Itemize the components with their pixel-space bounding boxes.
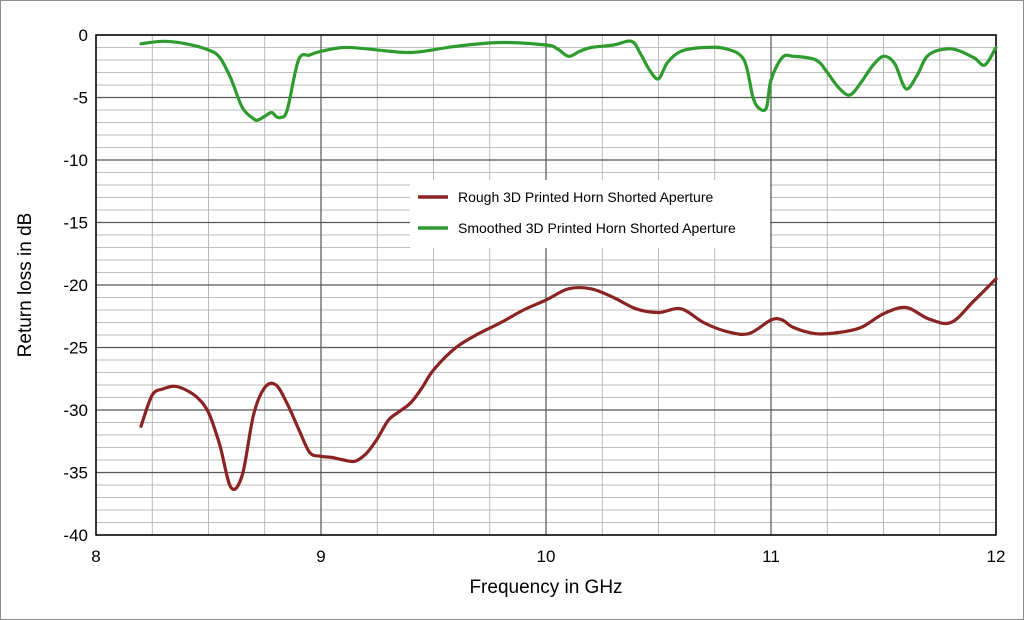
x-tick-label: 9 xyxy=(316,547,325,566)
plot-border xyxy=(95,34,997,536)
y-tick-label: -25 xyxy=(63,339,88,358)
legend: Rough 3D Printed Horn Shorted Aperture S… xyxy=(410,180,770,248)
y-axis-title: Return loss in dB xyxy=(15,213,36,358)
y-tick-label: -15 xyxy=(63,214,88,233)
legend-label-rough: Rough 3D Printed Horn Shorted Aperture xyxy=(458,189,713,205)
y-tick-label: -5 xyxy=(73,89,88,108)
y-tick-label: -20 xyxy=(63,276,88,295)
x-tick-label: 11 xyxy=(762,547,780,566)
legend-background xyxy=(410,180,770,248)
x-tick-label: 8 xyxy=(91,547,100,566)
y-tick-label: 0 xyxy=(79,26,88,45)
x-axis-title: Frequency in GHz xyxy=(469,577,622,598)
y-tick-label: -10 xyxy=(63,151,88,170)
x-tick-label: 10 xyxy=(537,547,556,566)
series-layer xyxy=(139,39,998,491)
tick-labels: 0 -5 -10 -15 -20 -25 -30 -35 -408 9 10 11 12 xyxy=(63,26,1005,566)
series-line-rough xyxy=(139,277,998,491)
legend-label-smoothed: Smoothed 3D Printed Horn Shorted Apertur… xyxy=(458,220,736,236)
y-tick-label: -40 xyxy=(63,526,88,545)
y-tick-label: -30 xyxy=(63,401,88,420)
y-tick-label: -35 xyxy=(63,464,88,483)
x-tick-label: 12 xyxy=(987,547,1006,566)
series-line-smoothed xyxy=(139,39,998,122)
